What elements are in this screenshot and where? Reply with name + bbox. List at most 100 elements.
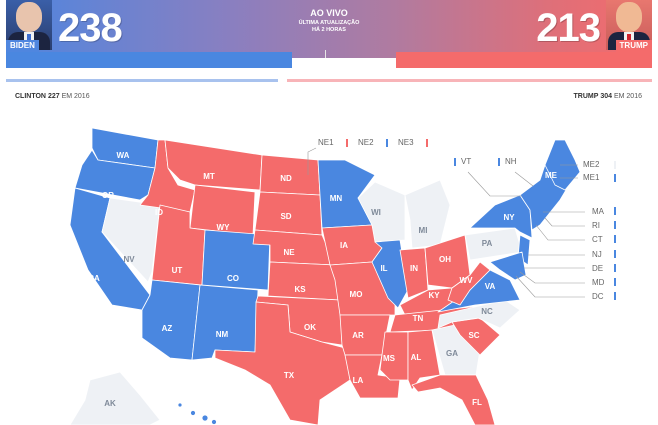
svg-text:AL: AL xyxy=(411,353,422,362)
legend-ne1-pip xyxy=(346,139,348,147)
history-right-name: TRUMP xyxy=(573,93,599,100)
legend-vt-pip xyxy=(454,158,456,166)
svg-text:WV: WV xyxy=(460,276,474,285)
svg-text:FL: FL xyxy=(472,398,482,407)
svg-text:AK: AK xyxy=(104,399,116,408)
svg-text:SD: SD xyxy=(280,212,291,221)
legend-ri-label: RI xyxy=(592,221,600,230)
state-HI[interactable] xyxy=(177,402,217,425)
state-KS[interactable] xyxy=(267,261,341,301)
legend-ne2-label: NE2 xyxy=(358,138,374,147)
svg-text:VA: VA xyxy=(485,282,496,291)
biden-bar xyxy=(6,52,292,68)
trump-electoral-votes: 213 xyxy=(536,6,601,50)
svg-text:LA: LA xyxy=(353,376,364,385)
results-header: BIDEN 238 AO VIVO ÚLTIMA ATUALIZAÇÃO HÁ … xyxy=(6,0,652,68)
svg-text:OR: OR xyxy=(102,191,114,200)
live-status: AO VIVO ÚLTIMA ATUALIZAÇÃO HÁ 2 HORAS xyxy=(6,8,652,34)
legend-ri-pip xyxy=(614,221,616,229)
trump-progress-line xyxy=(287,79,652,82)
svg-text:IN: IN xyxy=(410,264,418,273)
svg-text:AZ: AZ xyxy=(162,324,173,333)
svg-text:ND: ND xyxy=(280,174,292,183)
history-right-votes: 304 xyxy=(600,93,613,100)
history-left-votes: 227 xyxy=(47,93,60,100)
svg-text:OH: OH xyxy=(439,255,451,264)
svg-text:TN: TN xyxy=(413,314,424,323)
update-line-2: HÁ 2 HORAS xyxy=(312,27,346,33)
svg-text:ME: ME xyxy=(545,171,558,180)
state-labels: WA OR CA NV ID MT WY UT CO AZ NM ND SD N… xyxy=(88,151,557,408)
svg-text:MN: MN xyxy=(330,194,343,203)
biden-progress-line xyxy=(6,79,278,82)
update-line-1: ÚLTIMA ATUALIZAÇÃO xyxy=(298,20,360,26)
svg-text:IL: IL xyxy=(380,264,387,273)
svg-text:MS: MS xyxy=(383,354,396,363)
svg-text:NY: NY xyxy=(503,213,515,222)
svg-text:MI: MI xyxy=(419,226,428,235)
legend-md-pip xyxy=(614,278,616,286)
legend-ne1-label: NE1 xyxy=(318,138,334,147)
legend-me1-pip xyxy=(614,174,616,182)
state-MD-DE[interactable] xyxy=(489,251,527,281)
state-WV[interactable] xyxy=(447,261,491,306)
state-AZ[interactable] xyxy=(141,279,201,361)
state-WI[interactable] xyxy=(357,181,406,243)
svg-text:NM: NM xyxy=(216,330,229,339)
svg-text:NC: NC xyxy=(481,307,493,316)
state-MI[interactable] xyxy=(404,179,451,249)
svg-text:SC: SC xyxy=(468,331,479,340)
svg-text:OK: OK xyxy=(304,323,316,332)
legend-md-label: MD xyxy=(592,278,605,287)
history-right-suffix: EM 2016 xyxy=(613,93,642,100)
history-left-suffix: EM 2016 xyxy=(61,93,90,100)
state-AK[interactable] xyxy=(69,371,161,425)
legend-dc-pip xyxy=(614,292,616,300)
svg-text:WI: WI xyxy=(371,208,381,217)
svg-text:GA: GA xyxy=(446,349,458,358)
state-FL[interactable] xyxy=(411,374,496,425)
state-MT[interactable] xyxy=(164,139,263,191)
legend-nj-pip xyxy=(614,250,616,258)
state-OR[interactable] xyxy=(74,149,156,201)
svg-text:CO: CO xyxy=(227,274,239,283)
state-TX[interactable] xyxy=(214,301,351,425)
state-MS[interactable] xyxy=(379,331,409,381)
legend-dc-label: DC xyxy=(592,292,604,301)
svg-text:MT: MT xyxy=(203,172,215,181)
history-left: CLINTON 227 EM 2016 xyxy=(15,93,90,100)
legend-ne3-pip xyxy=(426,139,428,147)
svg-text:MO: MO xyxy=(350,290,363,299)
svg-text:NE: NE xyxy=(283,248,295,257)
legend-nh-pip xyxy=(498,158,500,166)
trump-bar xyxy=(396,52,652,68)
svg-text:WY: WY xyxy=(217,223,231,232)
legend-ne2-pip xyxy=(386,139,388,147)
legend-me2-pip xyxy=(614,161,616,169)
legend-me2-label: ME2 xyxy=(583,160,600,169)
live-label: AO VIVO xyxy=(310,8,348,18)
biden-name-tag: BIDEN xyxy=(6,40,39,52)
legend-ct-pip xyxy=(614,235,616,243)
svg-text:KY: KY xyxy=(428,291,440,300)
undecided-gap xyxy=(292,58,396,68)
svg-text:AR: AR xyxy=(352,331,364,340)
history-left-name: CLINTON xyxy=(15,93,46,100)
legend-me1-label: ME1 xyxy=(583,173,600,182)
state-IL[interactable] xyxy=(371,239,409,309)
legend-ne3-label: NE3 xyxy=(398,138,414,147)
svg-text:TX: TX xyxy=(284,371,295,380)
midpoint-270-marker xyxy=(325,50,326,58)
trump-name-tag: TRUMP xyxy=(615,40,652,52)
legend-ma-pip xyxy=(614,207,616,215)
biden-electoral-votes: 238 xyxy=(58,6,123,50)
us-electoral-map: WA OR CA NV ID MT WY UT CO AZ NM ND SD N… xyxy=(69,127,585,425)
state-NM[interactable] xyxy=(191,284,259,361)
svg-text:NV: NV xyxy=(123,255,135,264)
legend-de-pip xyxy=(614,264,616,272)
legend-de-label: DE xyxy=(592,264,604,273)
legend-nj-label: NJ xyxy=(592,250,602,259)
state-GA[interactable] xyxy=(431,324,481,376)
svg-text:IA: IA xyxy=(340,241,348,250)
svg-text:KS: KS xyxy=(294,285,306,294)
